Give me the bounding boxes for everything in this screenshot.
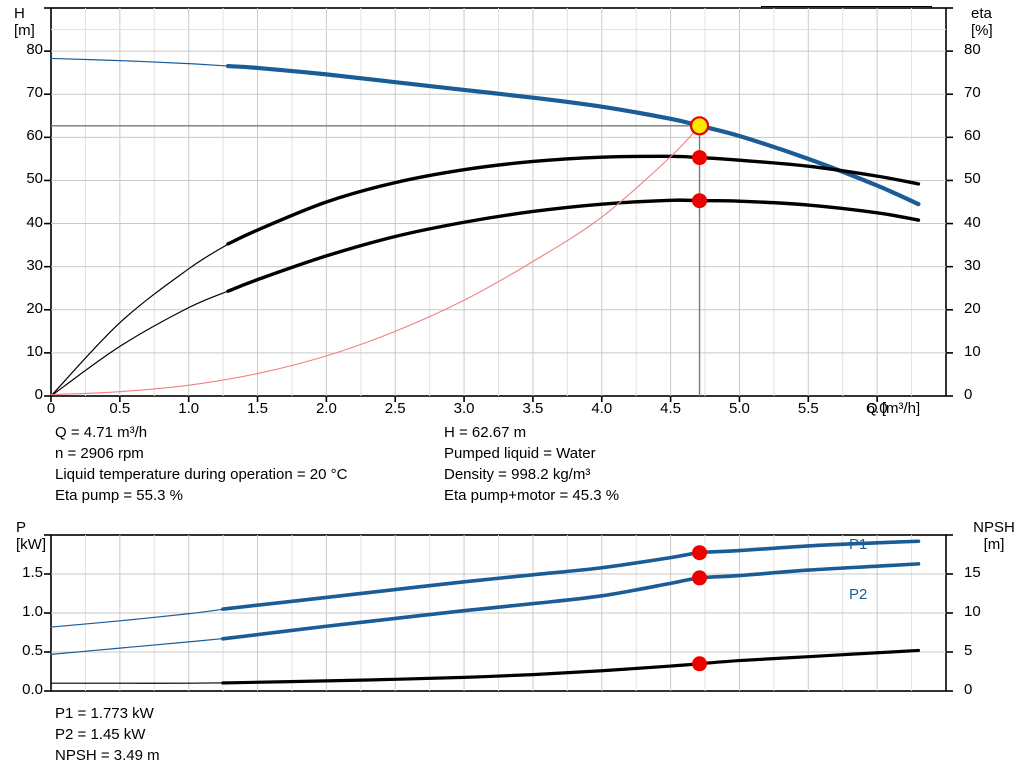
x-tick-label: 5.5	[792, 400, 824, 417]
duty-marker-p1	[692, 545, 707, 560]
h-tick-label: 50	[8, 170, 43, 187]
duty-info-power: P1 = 1.773 kW P2 = 1.45 kW NPSH = 3.49 m	[55, 703, 160, 766]
eta-tick-label: 20	[964, 300, 1004, 317]
x-tick-label: 4.0	[586, 400, 618, 417]
x-tick-label: 2.0	[310, 400, 342, 417]
duty-info-q: Q = 4.71 m³/h	[55, 422, 347, 443]
x-axis-label: Q [m³/h]	[866, 400, 920, 417]
x-tick-label: 3.5	[517, 400, 549, 417]
duty-point-marker	[691, 117, 708, 134]
h-tick-label: 10	[8, 343, 43, 360]
duty-info-eta-pump: Eta pump = 55.3 %	[55, 485, 347, 506]
x-tick-label: 3.0	[448, 400, 480, 417]
duty-info-column-2: H = 62.67 m Pumped liquid = Water Densit…	[444, 422, 619, 506]
h-tick-label: 70	[8, 84, 43, 101]
h-tick-label: 80	[8, 41, 43, 58]
eta-tick-label: 50	[964, 170, 1004, 187]
x-tick-label: 5.0	[723, 400, 755, 417]
p-tick-label: 1.0	[0, 603, 43, 620]
duty-marker-p2	[692, 570, 707, 585]
h-tick-label: 60	[8, 127, 43, 144]
x-tick-label: 2.5	[379, 400, 411, 417]
p-tick-label: 1.5	[0, 564, 43, 581]
curve-label-p1: P1	[849, 536, 867, 553]
x-tick-label: 1.5	[242, 400, 274, 417]
duty-info-npsh: NPSH = 3.49 m	[55, 745, 160, 766]
x-tick-label: 0	[35, 400, 67, 417]
curve-label-p2: P2	[849, 586, 867, 603]
eta-tick-label: 40	[964, 214, 1004, 231]
power-npsh-chart	[0, 515, 1024, 700]
duty-info-head: H = 62.67 m	[444, 422, 619, 443]
eta-tick-label: 0	[964, 386, 1004, 403]
duty-info-p1: P1 = 1.773 kW	[55, 703, 160, 724]
npsh-tick-label: 0	[964, 681, 1004, 698]
pump-curve-page: CM 5-8, 1*230 V, 50Hz H [m] eta [%] 0102…	[0, 0, 1024, 781]
h-tick-label: 40	[8, 214, 43, 231]
eta-tick-label: 30	[964, 257, 1004, 274]
duty-info-density: Density = 998.2 kg/m³	[444, 464, 619, 485]
x-tick-label: 4.5	[655, 400, 687, 417]
h-tick-label: 20	[8, 300, 43, 317]
duty-marker-eta-pump	[692, 150, 707, 165]
duty-info-temperature: Liquid temperature during operation = 20…	[55, 464, 347, 485]
duty-marker-eta-pump-motor	[692, 193, 707, 208]
duty-info-column-1: Q = 4.71 m³/h n = 2906 rpm Liquid temper…	[55, 422, 347, 506]
npsh-tick-label: 10	[964, 603, 1004, 620]
p-tick-label: 0.5	[0, 642, 43, 659]
duty-info-speed: n = 2906 rpm	[55, 443, 347, 464]
head-efficiency-chart	[0, 0, 1024, 420]
eta-tick-label: 10	[964, 343, 1004, 360]
npsh-tick-label: 15	[964, 564, 1004, 581]
p-tick-label: 0.0	[0, 681, 43, 698]
x-tick-label: 1.0	[173, 400, 205, 417]
duty-info-liquid: Pumped liquid = Water	[444, 443, 619, 464]
eta-tick-label: 60	[964, 127, 1004, 144]
duty-marker-npsh	[692, 656, 707, 671]
eta-tick-label: 70	[964, 84, 1004, 101]
h-tick-label: 30	[8, 257, 43, 274]
duty-info-p2: P2 = 1.45 kW	[55, 724, 160, 745]
eta-tick-label: 80	[964, 41, 1004, 58]
duty-info-eta-pump-motor: Eta pump+motor = 45.3 %	[444, 485, 619, 506]
npsh-tick-label: 5	[964, 642, 1004, 659]
x-tick-label: 0.5	[104, 400, 136, 417]
